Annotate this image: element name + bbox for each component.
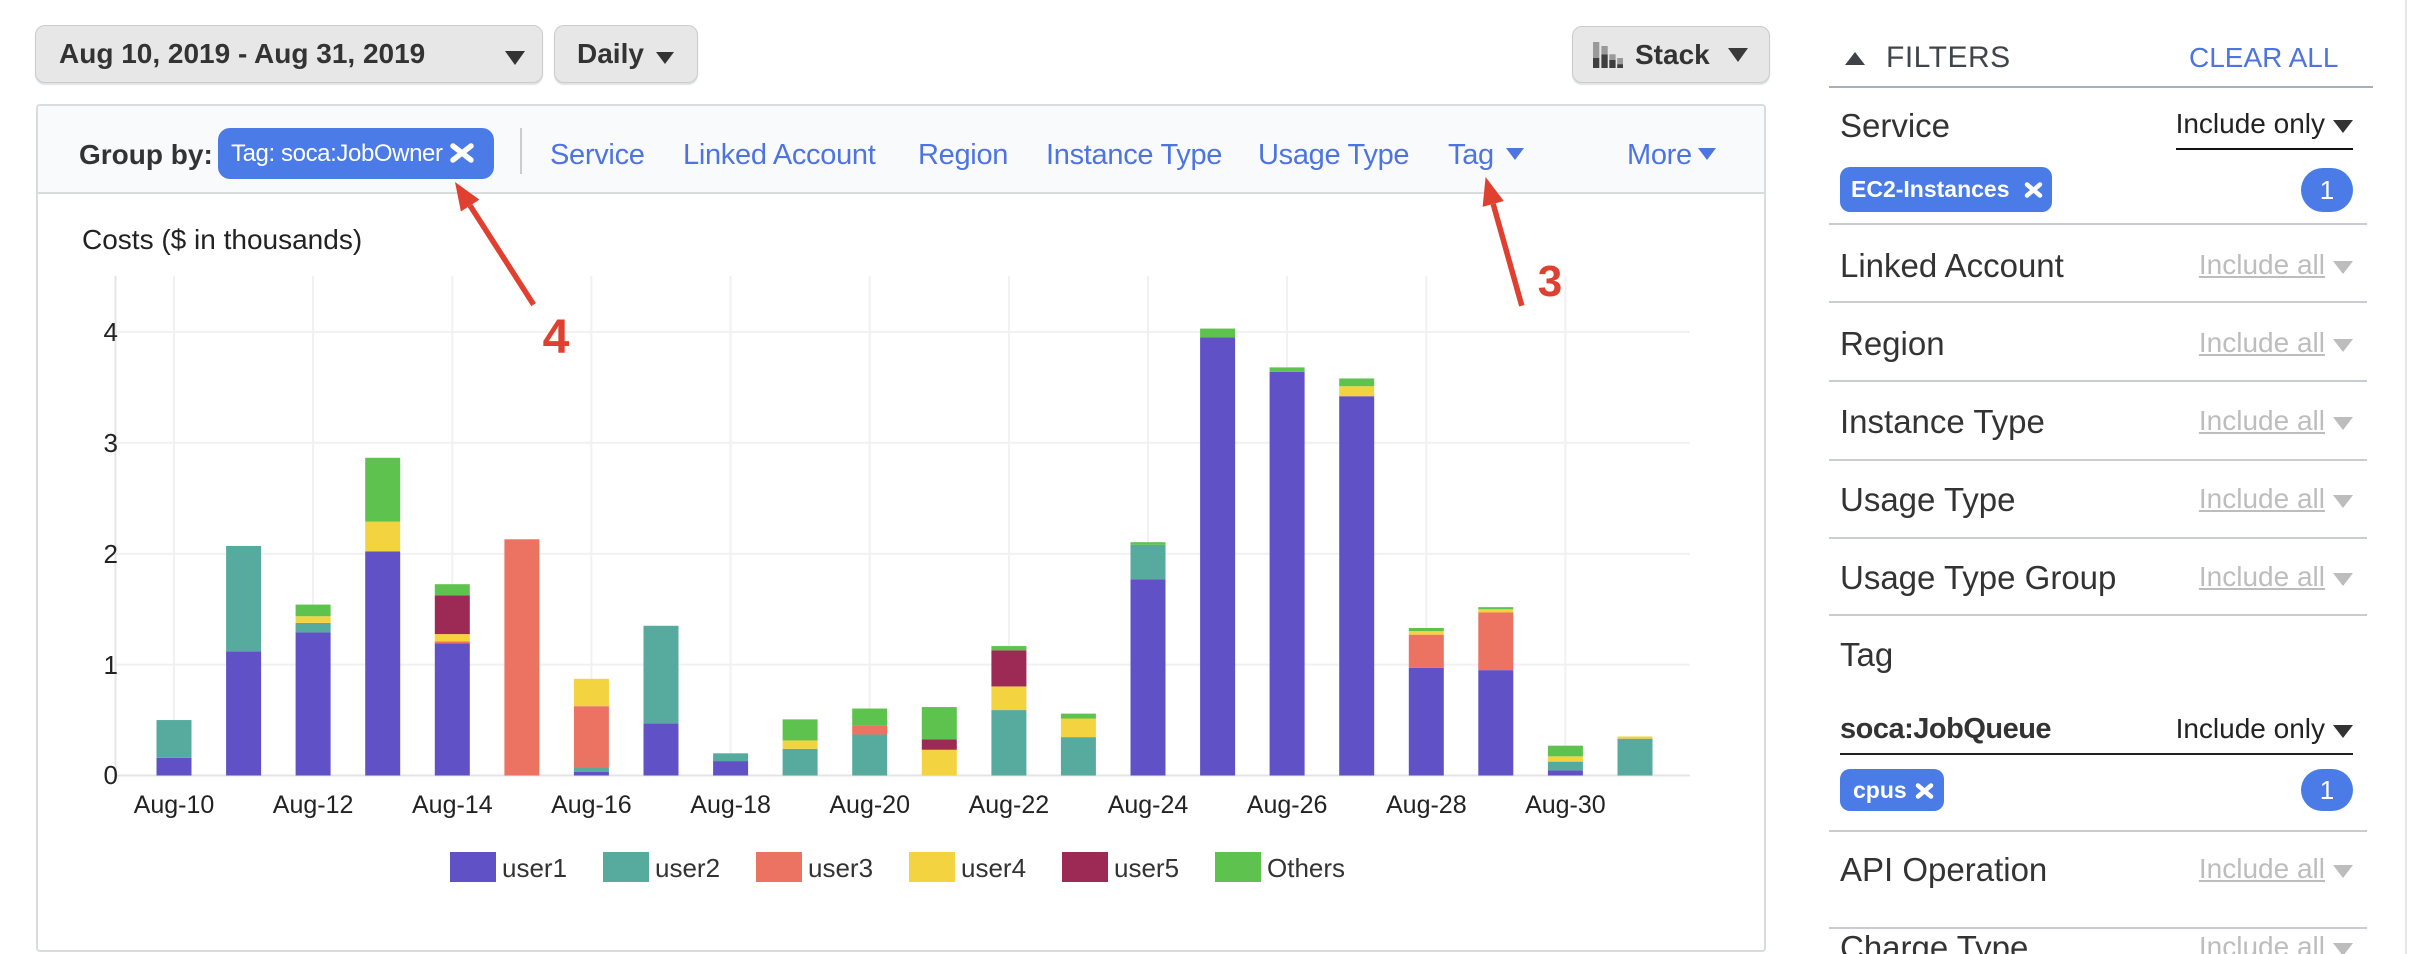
svg-text:0: 0 bbox=[104, 760, 118, 790]
svg-text:Aug-12: Aug-12 bbox=[273, 791, 354, 819]
svg-text:Aug-16: Aug-16 bbox=[551, 791, 632, 819]
svg-text:user1: user1 bbox=[502, 853, 567, 883]
svg-text:user5: user5 bbox=[1114, 853, 1179, 883]
svg-text:Aug-18: Aug-18 bbox=[690, 791, 771, 819]
svg-text:Aug-30: Aug-30 bbox=[1525, 791, 1606, 819]
svg-text:Others: Others bbox=[1267, 853, 1345, 883]
svg-text:user2: user2 bbox=[655, 853, 720, 883]
svg-text:Aug-20: Aug-20 bbox=[829, 791, 910, 819]
svg-text:user4: user4 bbox=[961, 853, 1026, 883]
svg-text:Aug-24: Aug-24 bbox=[1108, 791, 1189, 819]
svg-text:Aug-14: Aug-14 bbox=[412, 791, 493, 819]
svg-text:Aug-10: Aug-10 bbox=[134, 791, 215, 819]
svg-text:4: 4 bbox=[543, 311, 570, 364]
svg-text:3: 3 bbox=[104, 428, 118, 458]
svg-text:1: 1 bbox=[104, 650, 118, 680]
svg-text:3: 3 bbox=[1538, 257, 1562, 306]
svg-text:user3: user3 bbox=[808, 853, 873, 883]
svg-text:Aug-28: Aug-28 bbox=[1386, 791, 1467, 819]
svg-text:4: 4 bbox=[104, 317, 118, 347]
svg-text:2: 2 bbox=[104, 539, 118, 569]
svg-text:Aug-26: Aug-26 bbox=[1247, 791, 1328, 819]
svg-text:Aug-22: Aug-22 bbox=[969, 791, 1050, 819]
